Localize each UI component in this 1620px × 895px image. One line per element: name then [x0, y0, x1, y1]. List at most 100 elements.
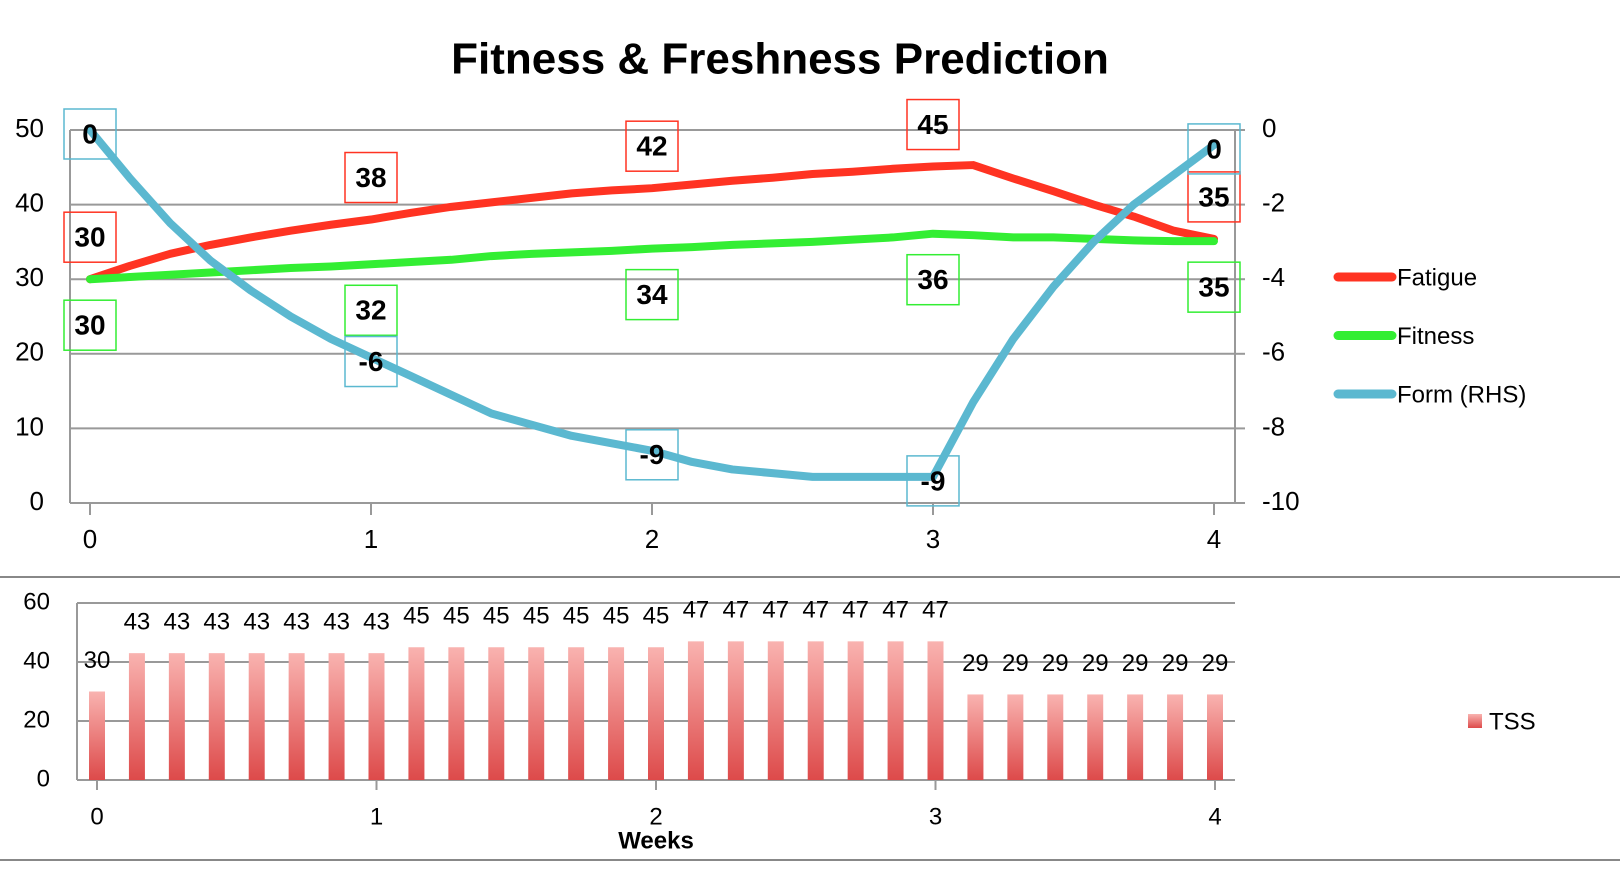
- bar: [128, 653, 145, 780]
- data-label: 30: [74, 310, 105, 341]
- data-label: 43: [323, 608, 350, 635]
- data-label: 32: [355, 295, 386, 326]
- y2-tick-label: -10: [1262, 486, 1300, 516]
- data-label: 29: [1202, 650, 1229, 677]
- data-label: 0: [82, 118, 98, 149]
- bar: [687, 641, 704, 780]
- legend-label: Fatigue: [1397, 264, 1477, 291]
- data-label: 29: [1122, 650, 1149, 677]
- data-label-box: [625, 120, 679, 172]
- data-label: -9: [640, 439, 665, 470]
- data-label: 45: [643, 603, 670, 630]
- x-tick-label: 4: [1207, 524, 1221, 554]
- data-label: 45: [603, 603, 630, 630]
- y2-tick-label: -2: [1262, 187, 1285, 217]
- bar: [1127, 694, 1144, 780]
- bar: [568, 647, 585, 780]
- x-tick-label: 4: [1208, 803, 1221, 830]
- data-label-box: [1187, 123, 1241, 175]
- data-label: 47: [723, 597, 750, 624]
- legend-label: Fitness: [1397, 323, 1474, 350]
- data-label: 29: [1082, 650, 1109, 677]
- x-tick-label: 1: [364, 524, 378, 554]
- bar: [767, 641, 784, 780]
- data-label-box: [63, 211, 117, 263]
- data-label: 29: [1002, 650, 1029, 677]
- data-label: 47: [882, 597, 909, 624]
- data-label: 45: [403, 603, 430, 630]
- legend-label: Form (RHS): [1397, 381, 1526, 408]
- bar: [847, 641, 864, 780]
- bar: [448, 647, 465, 780]
- data-label: 45: [523, 603, 550, 630]
- data-label-box: [1187, 171, 1241, 223]
- data-label: 43: [283, 608, 310, 635]
- bar: [368, 653, 385, 780]
- data-label-box: [344, 151, 398, 204]
- series-line: [86, 126, 1218, 481]
- bar: [1167, 694, 1184, 780]
- data-label: -6: [359, 346, 384, 377]
- data-label: 45: [917, 109, 948, 140]
- bar: [1047, 694, 1064, 780]
- data-label: 29: [1042, 650, 1069, 677]
- x-tick-label: 0: [83, 524, 97, 554]
- y-tick-label: 50: [15, 113, 44, 143]
- bar: [288, 653, 305, 780]
- data-label: 29: [1162, 650, 1189, 677]
- y-tick-label: 60: [23, 588, 50, 615]
- data-label: 47: [762, 597, 789, 624]
- data-label: 36: [917, 264, 948, 295]
- bar: [1087, 694, 1104, 780]
- bar: [807, 641, 824, 780]
- x-axis-title: Weeks: [618, 827, 694, 854]
- data-label: 45: [483, 603, 510, 630]
- bar: [328, 653, 345, 780]
- data-label-box: [63, 108, 117, 160]
- data-label: 43: [164, 608, 191, 635]
- y2-tick-label: -6: [1262, 337, 1285, 367]
- chart-title: Fitness & Freshness Prediction: [451, 35, 1109, 84]
- bar: [208, 653, 225, 780]
- bar: [648, 647, 664, 780]
- bar: [967, 694, 984, 780]
- x-tick-label: 0: [90, 803, 103, 830]
- y2-tick-label: -4: [1262, 262, 1285, 292]
- data-label-box: [63, 299, 117, 351]
- data-label-box: [625, 268, 679, 321]
- data-label: 29: [962, 650, 989, 677]
- bar: [248, 653, 265, 780]
- data-label: 38: [355, 162, 386, 193]
- bar: [1207, 694, 1223, 780]
- bar: [608, 647, 625, 780]
- data-label: -9: [921, 465, 946, 496]
- y-tick-label: 20: [15, 337, 44, 367]
- y-tick-label: 30: [15, 262, 44, 292]
- y-tick-label: 10: [15, 411, 44, 441]
- data-label: 34: [636, 279, 668, 310]
- bar: [408, 647, 425, 780]
- x-tick-label: 2: [645, 524, 659, 554]
- data-label-box: [906, 253, 960, 306]
- data-label-box: [344, 335, 398, 388]
- data-label-box: [906, 455, 960, 507]
- y-tick-label: 0: [37, 765, 50, 792]
- data-label: 30: [84, 647, 111, 674]
- x-tick-label: 3: [929, 803, 942, 830]
- legend-label: TSS: [1489, 708, 1536, 735]
- data-label: 45: [563, 603, 590, 630]
- bar: [887, 641, 904, 780]
- data-label: 43: [363, 608, 390, 635]
- data-label-box: [1187, 261, 1241, 313]
- y2-tick-label: -8: [1262, 411, 1285, 441]
- y2-tick-label: 0: [1262, 113, 1276, 143]
- x-tick-label: 3: [926, 524, 940, 554]
- y-tick-label: 40: [23, 647, 50, 674]
- y-tick-label: 40: [15, 187, 44, 217]
- x-tick-label: 1: [370, 803, 383, 830]
- bar: [528, 647, 545, 780]
- legend-swatch: [1468, 714, 1482, 728]
- data-label: 35: [1198, 272, 1229, 303]
- data-label: 43: [203, 608, 230, 635]
